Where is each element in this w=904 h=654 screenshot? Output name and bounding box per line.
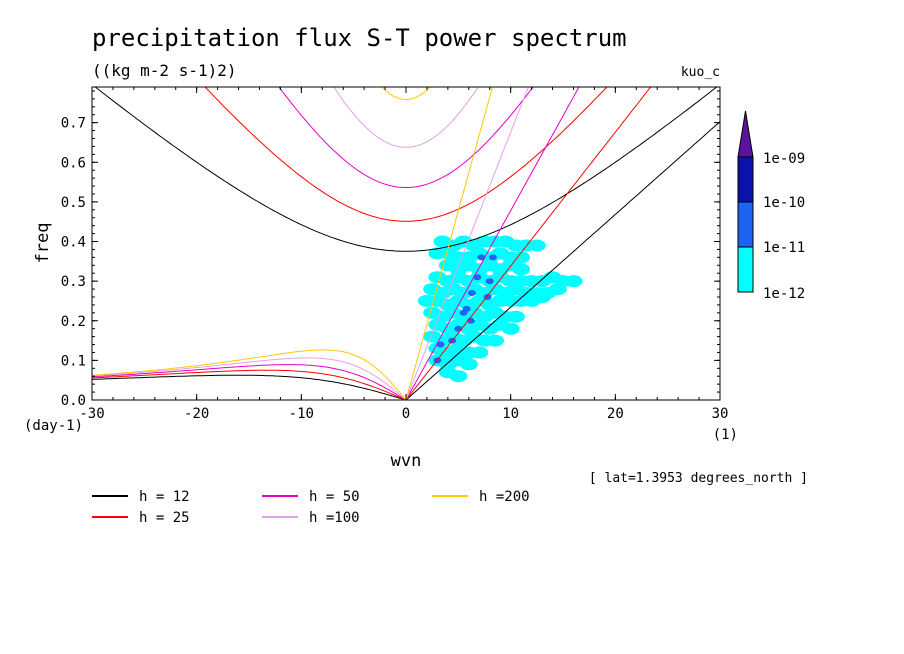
y-unit-label: (day-1) <box>24 418 83 434</box>
colorbar-segment <box>737 156 754 203</box>
rossby-wave-curve <box>92 369 407 400</box>
kelvin-wave-curve <box>405 87 529 400</box>
contour-cell <box>459 358 478 371</box>
model-label: kuo_c <box>681 65 720 80</box>
contour-cell <box>533 291 552 303</box>
contour-cell <box>467 290 476 296</box>
legend-label: h = 25 <box>139 510 190 526</box>
legend-label: h =200 <box>479 489 530 505</box>
legend-label: h =100 <box>309 510 360 526</box>
colorbar-label: 1e-11 <box>763 240 805 256</box>
kelvin-wave-curve <box>405 87 580 400</box>
y-tick-label: 0.0 <box>61 393 86 409</box>
colorbar-label: 1e-12 <box>763 286 805 302</box>
inertia-gravity-curve <box>333 87 479 148</box>
y-tick-label: 0.6 <box>61 155 86 171</box>
y-axis-label: freq <box>33 223 53 264</box>
rossby-wave-curve <box>92 364 407 400</box>
rossby-wave-curve <box>92 357 407 400</box>
x-tick-label: 20 <box>607 406 624 422</box>
contour-cell <box>501 322 520 335</box>
x-tick-label: 30 <box>712 406 729 422</box>
x-tick-label: -20 <box>184 406 209 422</box>
kelvin-wave-curve <box>405 87 493 400</box>
rossby-wave-curve <box>92 349 407 400</box>
x-unit-label: (1) <box>713 427 738 443</box>
colorbar: 1e-09 1e-10 1e-11 1e-12 <box>737 110 805 302</box>
dispersion-curves <box>92 87 720 400</box>
contour-cell <box>459 309 468 316</box>
x-tick-label: 0 <box>402 406 410 422</box>
y-tick-label: 0.4 <box>61 235 86 251</box>
axis-ticks: -30 -20 -10 0 10 20 30 0.0 0.1 0.2 0.3 0.4 0.5 0.6 0.7 <box>61 87 729 422</box>
colorbar-label: 1e-10 <box>763 195 805 211</box>
contour-cell <box>436 341 445 348</box>
x-tick-label: -30 <box>79 406 104 422</box>
contour-cell <box>564 275 583 288</box>
kelvin-wave-curve <box>405 121 720 400</box>
x-tick-label: 10 <box>502 406 519 422</box>
colorbar-segment <box>737 246 754 293</box>
plot-frame <box>91 86 721 401</box>
contour-cell <box>449 370 468 383</box>
plot-area: -30 -20 -10 0 10 20 30 0.0 0.1 0.2 0.3 0.4 0.5 0.6 0.7 <box>61 86 729 422</box>
legend-label: h = 50 <box>309 489 360 505</box>
y-tick-label: 0.1 <box>61 353 86 369</box>
chart-subtitle: ((kg m-2 s-1)2) <box>92 61 237 80</box>
x-axis-label: wvn <box>391 451 422 471</box>
x-tick-label: -10 <box>289 406 314 422</box>
y-tick-label: 0.2 <box>61 314 86 330</box>
rossby-wave-curve <box>92 374 407 400</box>
legend-label: h = 12 <box>139 489 190 505</box>
y-tick-label: 0.3 <box>61 274 86 290</box>
y-tick-label: 0.5 <box>61 195 86 211</box>
colorbar-extension <box>737 110 754 158</box>
contour-cell <box>477 254 486 261</box>
contour-cell <box>470 346 489 359</box>
latitude-footnote: [ lat=1.3953 degrees_north ] <box>589 471 808 486</box>
inertia-gravity-curve <box>204 87 608 222</box>
colorbar-segment <box>737 201 754 248</box>
y-tick-label: 0.7 <box>61 116 86 132</box>
colorbar-label: 1e-09 <box>763 151 805 167</box>
contour-cell <box>512 251 531 264</box>
inertia-gravity-curve <box>381 87 431 101</box>
contour-cell <box>506 310 525 323</box>
contour-cell <box>548 283 567 296</box>
inertia-gravity-curve <box>94 87 718 252</box>
chart-title: precipitation flux S-T power spectrum <box>92 24 627 52</box>
contour-cell <box>527 239 546 252</box>
contour-cell <box>486 334 504 347</box>
inertia-gravity-curve <box>278 87 534 188</box>
contour-cell <box>488 254 497 261</box>
contour-cell <box>512 263 531 276</box>
legend: h = 12 h = 25 h = 50 h =100 h =200 <box>92 489 530 526</box>
contour-cell <box>485 278 494 285</box>
kelvin-wave-curve <box>405 87 652 400</box>
spectrum-contours <box>417 235 583 383</box>
